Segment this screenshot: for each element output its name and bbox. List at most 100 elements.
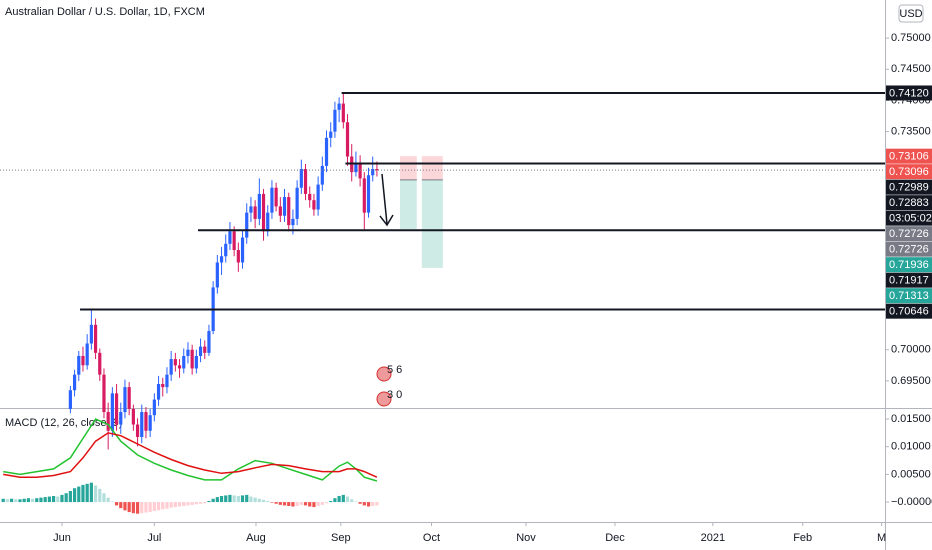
- candle-body: [194, 355, 198, 369]
- histogram-bar: [236, 495, 240, 503]
- histogram-bar: [135, 502, 140, 514]
- candle-body: [173, 359, 177, 366]
- histogram-bar: [354, 501, 358, 503]
- histogram-bar: [173, 502, 177, 508]
- histogram-bar: [5, 499, 9, 503]
- candle-body: [333, 109, 337, 132]
- price-label-box: [886, 164, 932, 180]
- candle-body: [316, 184, 320, 210]
- x-tick-label: Feb: [793, 532, 812, 544]
- histogram-bar: [362, 502, 366, 506]
- plot-layer: 0.750000.745000.740000.735000.700000.695…: [0, 32, 932, 544]
- trend-arrow: [379, 173, 394, 227]
- chart-title: Australian Dollar / U.S. Dollar, 1D, FXC…: [5, 6, 205, 18]
- price-label: 0.72726: [889, 244, 929, 256]
- currency-label[interactable]: USD: [899, 8, 922, 20]
- price-label: 0.72726: [889, 228, 929, 240]
- histogram-bar: [316, 502, 320, 506]
- histogram-bar: [337, 495, 341, 503]
- x-tick-label: Aug: [246, 532, 266, 544]
- price-label-box: [886, 148, 932, 164]
- histogram-bar: [308, 502, 312, 507]
- histogram-bar: [119, 502, 123, 509]
- histogram-bar: [9, 498, 14, 503]
- candle-body: [123, 387, 127, 413]
- candle-body: [114, 393, 119, 425]
- histogram-bar: [203, 502, 207, 504]
- histogram-bar: [81, 484, 85, 503]
- x-tick-label: M: [877, 532, 886, 544]
- candle-body: [366, 175, 371, 213]
- histogram-bar: [287, 502, 291, 506]
- candle-body: [182, 355, 186, 369]
- x-tick-label: Nov: [516, 532, 536, 544]
- candle-body: [135, 424, 140, 437]
- histogram-bar: [169, 502, 173, 508]
- event-label: 5 6: [387, 364, 402, 376]
- price-label: 0.71917: [889, 275, 929, 287]
- price-label: 0.73096: [889, 166, 929, 178]
- histogram-bar: [186, 502, 190, 506]
- candle-body: [207, 331, 211, 353]
- histogram-bar: [77, 486, 81, 503]
- event-icon: [376, 391, 392, 407]
- histogram-bar: [211, 498, 215, 503]
- candle-body: [295, 187, 299, 219]
- candle-body: [127, 387, 131, 409]
- histogram-bar: [299, 502, 303, 505]
- price-label: 0.72989: [889, 182, 929, 194]
- y-tick-label: 0.01500: [891, 413, 931, 425]
- candle-body: [165, 374, 169, 388]
- histogram-bar: [253, 497, 257, 503]
- candle-body: [119, 412, 123, 425]
- histogram-bar: [93, 485, 98, 503]
- y-tick-label: 0.73500: [891, 126, 931, 138]
- arrow-head: [379, 214, 394, 227]
- price-label: 03:05:02: [889, 213, 932, 225]
- candle-body: [228, 231, 232, 244]
- macd-line: [3, 418, 378, 482]
- candle-body: [89, 324, 93, 344]
- y-tick-label: 0.00500: [891, 468, 931, 480]
- x-tick-label: 2021: [701, 532, 725, 544]
- candle-body: [266, 212, 270, 232]
- histogram-bar: [240, 495, 245, 503]
- candle-body: [161, 384, 165, 388]
- histogram-bar: [22, 498, 26, 503]
- histogram-bar: [123, 502, 127, 511]
- histogram-bar: [375, 502, 379, 506]
- histogram-bar: [43, 497, 47, 503]
- histogram-bar: [161, 502, 165, 510]
- histogram-bar: [333, 498, 337, 503]
- currency-button[interactable]: [898, 4, 924, 23]
- candle-body: [245, 212, 249, 238]
- candle-body: [324, 137, 329, 166]
- price-label: 0.71936: [889, 259, 929, 271]
- candle-body: [110, 393, 114, 431]
- candle-body: [312, 200, 316, 210]
- candle-body: [77, 355, 81, 375]
- histogram-bar: [303, 502, 308, 506]
- histogram-bar: [341, 494, 345, 503]
- histogram-bar: [85, 483, 89, 503]
- histogram-bar: [266, 500, 270, 503]
- candle-body: [140, 412, 144, 437]
- candle-body: [299, 169, 303, 188]
- histogram-bar: [102, 493, 106, 503]
- x-tick-label: Jul: [147, 532, 161, 544]
- histogram-bar: [148, 502, 152, 513]
- price-label-box: [886, 241, 932, 257]
- histogram-bar: [345, 496, 350, 503]
- histogram-bar: [26, 498, 30, 503]
- x-tick-label: Dec: [605, 532, 625, 544]
- price-label-box: [886, 195, 932, 211]
- histogram-bar: [165, 502, 169, 509]
- histogram-bar: [14, 499, 18, 503]
- histogram-bar: [295, 502, 299, 506]
- histogram-bar: [358, 502, 362, 504]
- histogram-bar: [350, 499, 354, 503]
- candle-body: [282, 197, 287, 216]
- candle-body: [308, 193, 312, 201]
- price-label-box: [886, 210, 932, 226]
